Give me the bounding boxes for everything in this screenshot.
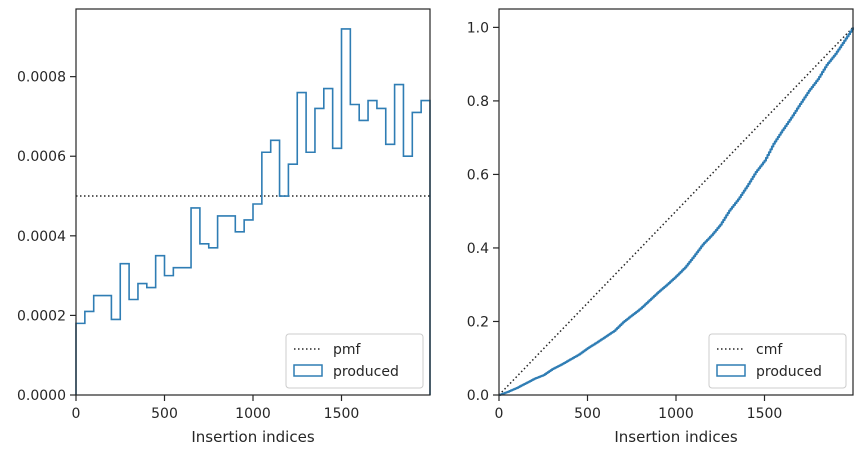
right-y-ticks: 0.0 0.2 0.4 0.6 0.8 1.0: [467, 20, 499, 404]
right-plot-frame: [498, 8, 854, 396]
right-chart-panel: 0 500 1000 1500 0.0 0.2 0.4 0.6 0.8 1.0 Insertio…: [467, 8, 854, 446]
x-tick-label: 500: [151, 406, 178, 422]
cmf-reference-line: [498, 26, 854, 396]
y-tick-label: 0.0002: [17, 308, 66, 324]
produced-histogram-series: [75, 28, 431, 395]
right-legend-box: [708, 333, 847, 389]
left-x-ticks: 0 500 1000 1500: [72, 395, 360, 422]
left-legend-box: [285, 333, 424, 389]
right-legend: cmf produced: [708, 333, 847, 389]
y-tick-label: 0.8: [467, 94, 489, 110]
x-tick-label: 1500: [324, 406, 360, 422]
cmf-line: [498, 26, 854, 396]
y-tick-label: 0.4: [467, 241, 489, 257]
x-tick-label: 0: [72, 406, 81, 422]
y-tick-label: 0.2: [467, 314, 489, 330]
x-tick-label: 500: [574, 406, 601, 422]
left-y-ticks: 0.0000 0.0002 0.0004 0.0006 0.0008: [17, 70, 76, 404]
produced-legend-label: produced: [333, 364, 399, 380]
y-tick-label: 0.0006: [17, 149, 66, 165]
x-tick-label: 0: [495, 406, 504, 422]
produced-histogram-outline: [75, 28, 431, 395]
produced-legend-label: produced: [756, 364, 822, 380]
cmf-legend-label: cmf: [756, 342, 783, 358]
right-x-axis-label: Insertion indices: [614, 428, 737, 446]
x-tick-label: 1000: [235, 406, 271, 422]
pmf-legend-label: pmf: [333, 342, 362, 358]
x-tick-label: 1000: [658, 406, 694, 422]
produced-cumulative-line: [499, 27, 854, 396]
y-tick-label: 0.0008: [17, 70, 66, 86]
produced-legend-swatch: [293, 364, 323, 377]
x-tick-label: 1500: [747, 406, 783, 422]
y-tick-label: 0.0: [467, 388, 489, 404]
y-tick-label: 0.0000: [17, 388, 66, 404]
left-x-axis-label: Insertion indices: [191, 428, 314, 446]
right-x-ticks: 0 500 1000 1500: [495, 395, 783, 422]
y-tick-label: 0.6: [467, 167, 489, 183]
produced-legend-swatch: [716, 364, 746, 377]
y-tick-label: 0.0004: [17, 229, 66, 245]
left-plot-frame: [75, 8, 431, 396]
produced-cumulative-series: [499, 27, 854, 396]
y-tick-label: 1.0: [467, 20, 489, 36]
left-chart-panel: 0 500 1000 1500 0.00000.00020.00040.00060.0…: [17, 8, 431, 446]
left-legend: pmf produced: [285, 333, 424, 389]
